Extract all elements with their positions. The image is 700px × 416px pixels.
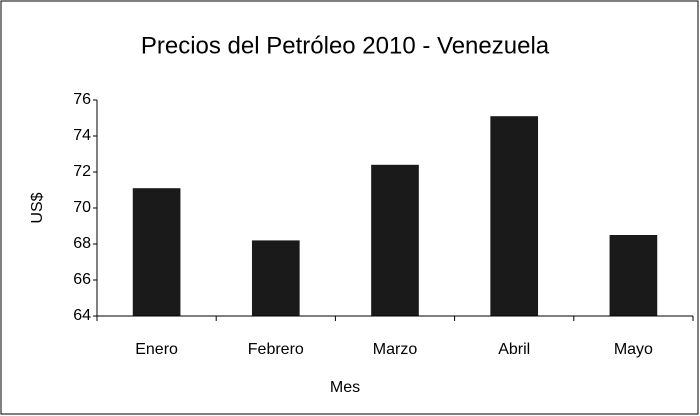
y-tick-label: 74: [73, 127, 91, 144]
x-tick-label: Febrero: [248, 341, 304, 358]
x-axis-label: Mes: [330, 379, 360, 396]
bar: [490, 116, 539, 316]
y-tick-label: 70: [73, 199, 91, 216]
y-tick-label: 64: [73, 307, 91, 324]
bar: [609, 235, 658, 316]
bar: [251, 240, 300, 316]
x-tick-label: Enero: [135, 341, 178, 358]
y-axis-label: US$: [29, 192, 46, 223]
y-tick-label: 72: [73, 163, 91, 180]
x-tick-label: Marzo: [373, 341, 418, 358]
x-tick-label: Mayo: [614, 341, 653, 358]
x-tick-label: Abril: [498, 341, 530, 358]
y-tick-label: 66: [73, 271, 91, 288]
y-tick-label: 76: [73, 91, 91, 108]
chart-title: Precios del Petróleo 2010 - Venezuela: [141, 32, 550, 59]
bar: [371, 164, 419, 316]
bar: [132, 188, 181, 316]
y-tick-label: 68: [73, 235, 91, 252]
